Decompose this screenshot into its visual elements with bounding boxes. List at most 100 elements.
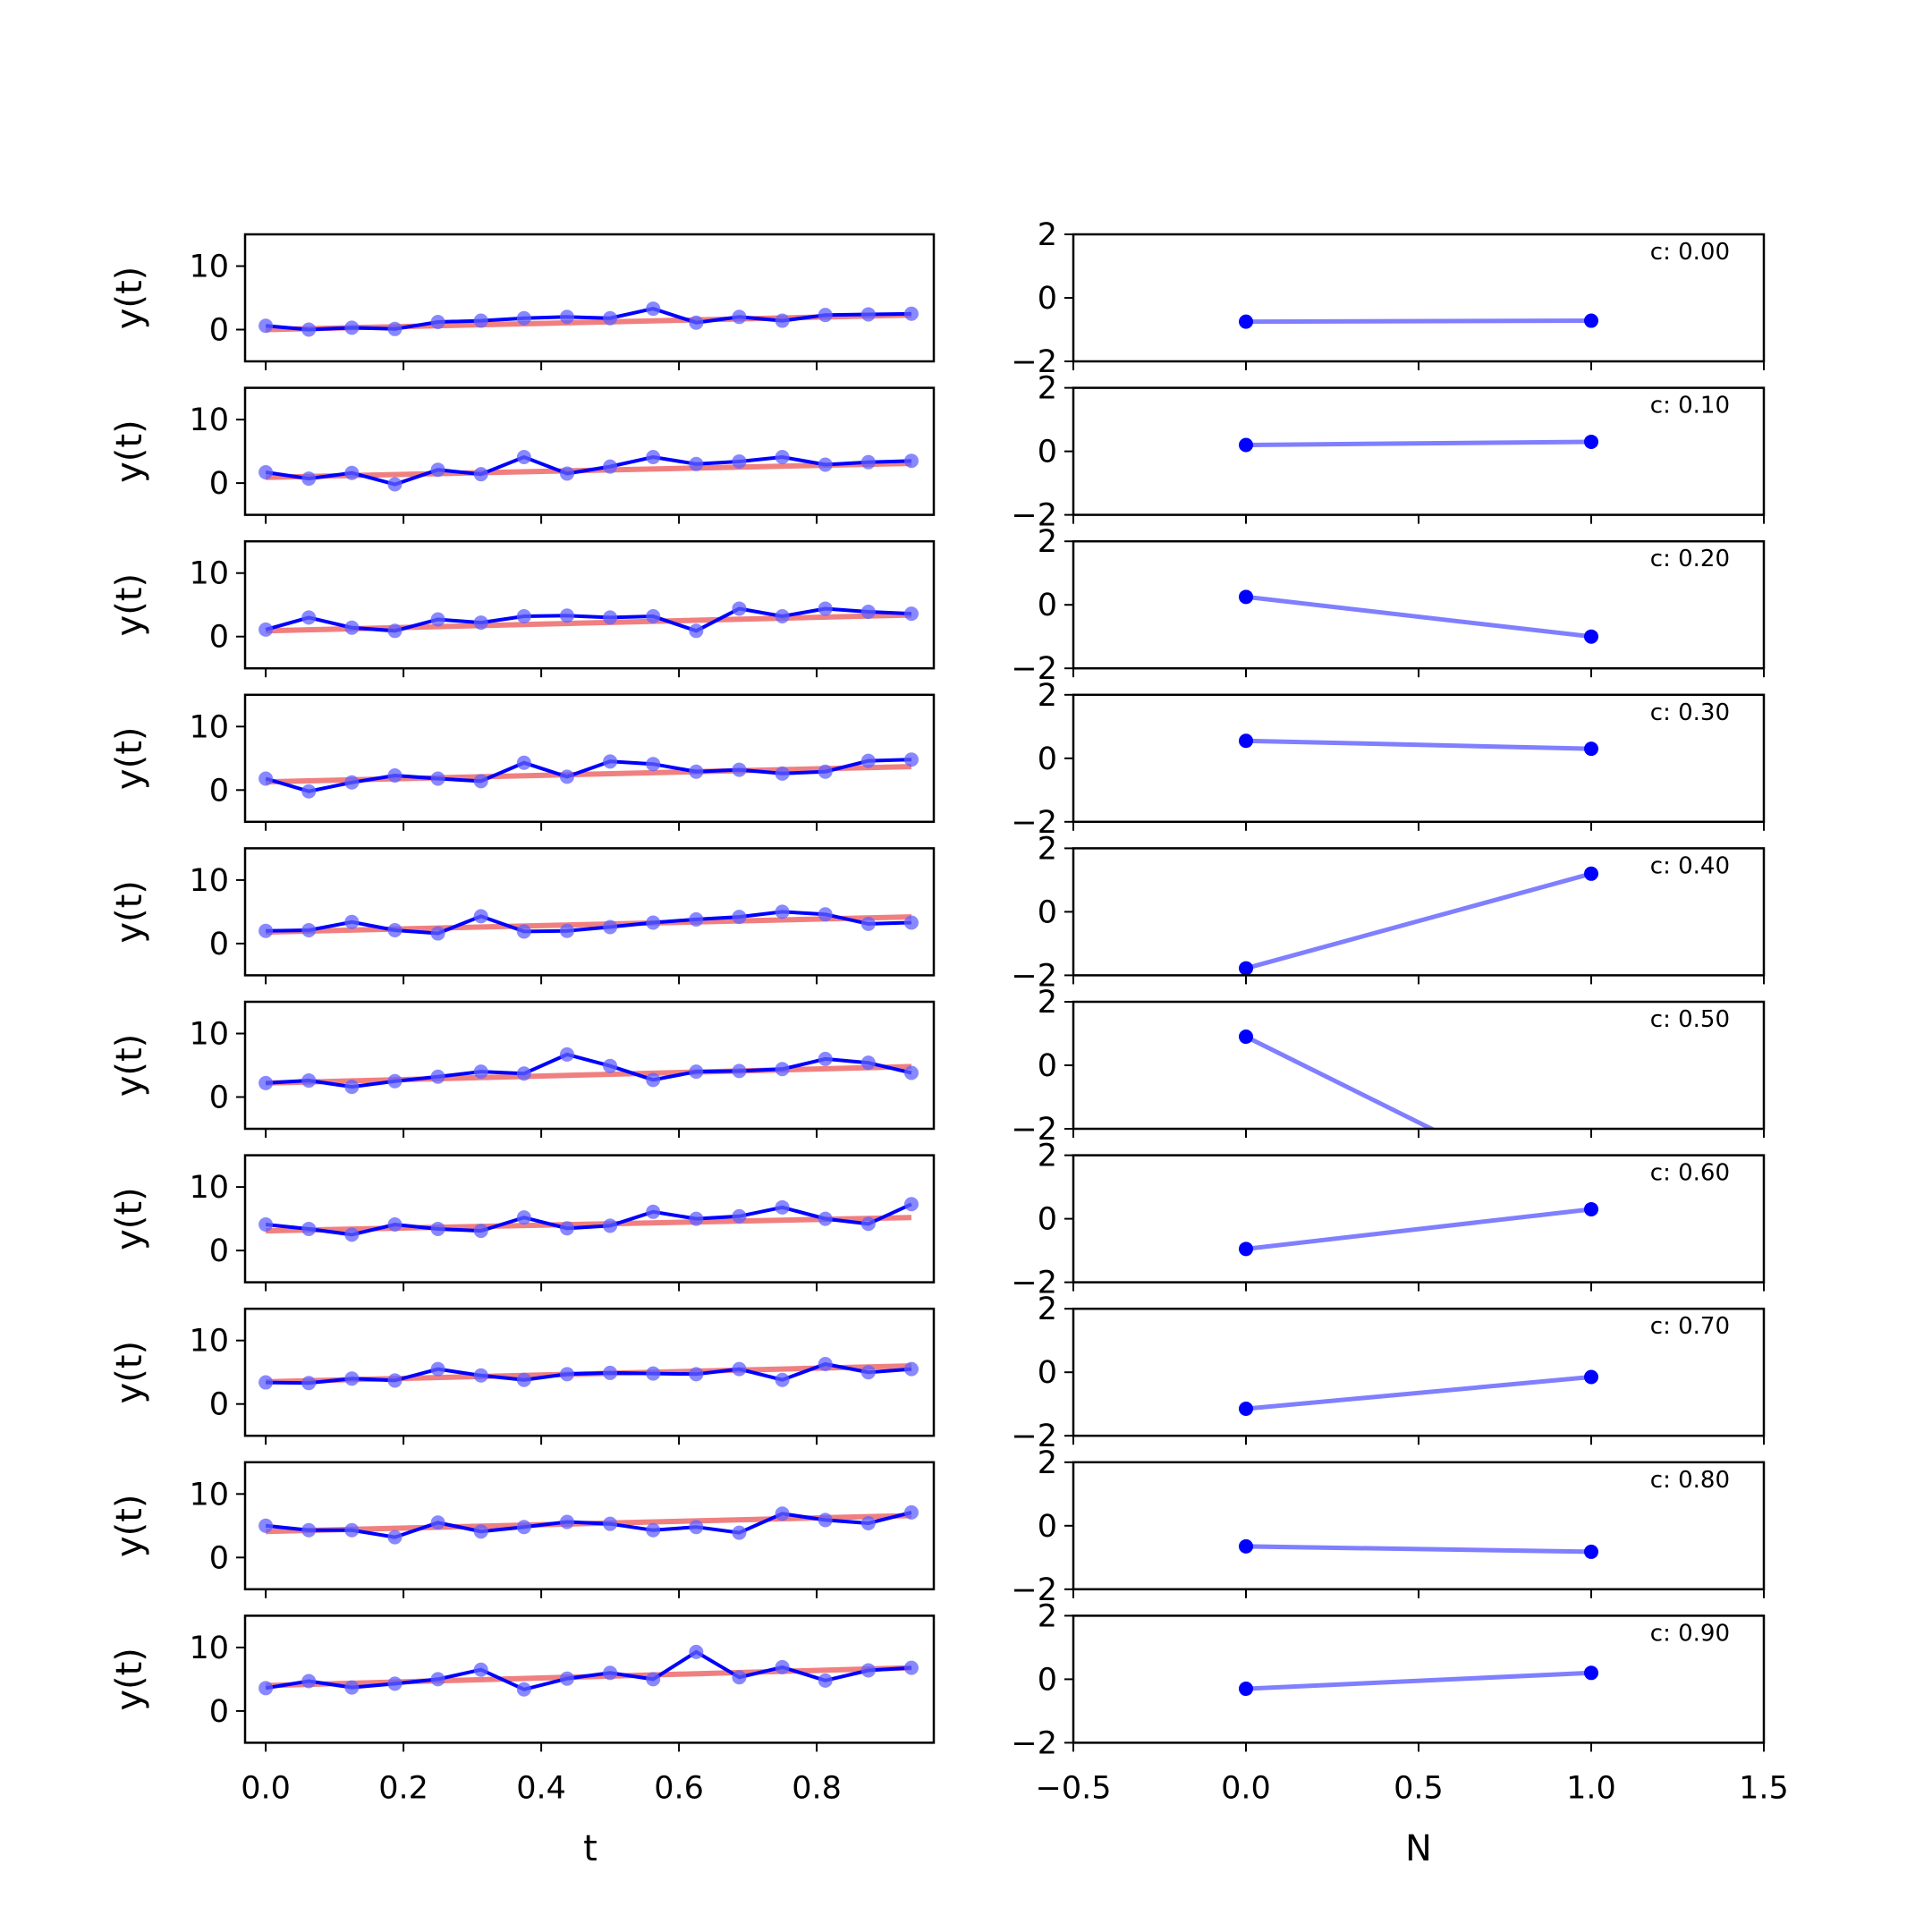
observed-point (903, 1065, 919, 1080)
observed-point (646, 1522, 661, 1538)
observed-point (473, 313, 488, 328)
observed-line (265, 1052, 912, 1089)
y-tick-label: 0 (1038, 1355, 1057, 1391)
y-tick-label: −2 (1011, 958, 1057, 994)
fit-line (266, 1063, 912, 1086)
observed-point (860, 1365, 876, 1380)
observed-point (301, 1522, 317, 1538)
series-line (1245, 871, 1592, 971)
observed-point (775, 904, 790, 919)
observed-point (430, 314, 445, 329)
y-tick-label: −2 (1011, 498, 1057, 534)
y-tick-label: 0 (1038, 1202, 1057, 1238)
observed-point (559, 309, 574, 325)
observed-point (301, 610, 317, 625)
observed-point (387, 1373, 402, 1388)
observed-point (732, 1361, 747, 1377)
observed-point (301, 1376, 317, 1391)
plot-area (1239, 1665, 1598, 1697)
series-point (1584, 1201, 1598, 1216)
y-tick-label: 0 (209, 1080, 229, 1116)
observed-point (559, 1046, 574, 1062)
observed-point (775, 766, 790, 781)
y-axis-label: y(t) (109, 1648, 150, 1711)
y-tick-label: 10 (189, 556, 229, 592)
observed-point (732, 453, 747, 469)
annotation-label: c: 0.00 (1650, 239, 1730, 266)
observed-point (689, 911, 704, 927)
series-point (1584, 313, 1598, 328)
y-tick-label: −2 (1011, 805, 1057, 841)
y-tick-label: 0 (209, 1233, 229, 1269)
y-tick-label: 0 (1038, 1048, 1057, 1084)
observed-point (860, 753, 876, 768)
series-line (1245, 1207, 1592, 1251)
observed-point (689, 315, 704, 330)
observed-point (559, 1367, 574, 1382)
right-subplot: 2 0 −2 c: 0.90 (1011, 1598, 1766, 1761)
y-tick-label: 0 (1038, 588, 1057, 623)
observed-point (516, 1372, 531, 1387)
y-tick-label: 2 (1038, 985, 1057, 1021)
observed-point (903, 915, 919, 930)
y-tick-label: 0 (209, 1387, 229, 1423)
observed-point (387, 623, 402, 639)
observed-point (473, 467, 488, 482)
right-subplot: 2 0 −2 c: 0.70 (1011, 1292, 1766, 1454)
axes-frame (243, 1614, 936, 1744)
left-subplot: 10 0 y(t) (109, 693, 936, 831)
right-subplot: 2 0 −2 c: 0.50 (1011, 985, 1766, 1148)
observed-point (516, 1682, 531, 1697)
observed-point (775, 313, 790, 328)
observed-point (430, 612, 445, 627)
observed-point (646, 1672, 661, 1687)
plot-area (1239, 1369, 1598, 1417)
x-tick-label: 0.6 (654, 1770, 704, 1806)
left-x-axis-label: t (583, 1828, 597, 1869)
y-tick-label: −2 (1011, 1725, 1057, 1761)
observed-point (860, 307, 876, 322)
y-tick-label: 0 (209, 773, 229, 809)
observed-point (603, 1665, 618, 1681)
plot-area (258, 1644, 919, 1697)
observed-point (818, 907, 833, 922)
observed-point (818, 764, 833, 779)
plot-area (258, 601, 919, 639)
observed-point (559, 608, 574, 623)
series-point (1239, 314, 1253, 329)
left-subplot: 10 0 y(t) (109, 1000, 936, 1138)
observed-point (646, 1072, 661, 1088)
observed-point (818, 1673, 833, 1688)
y-axis-label: y(t) (109, 1341, 150, 1404)
observed-line (266, 910, 912, 936)
y-tick-label: 10 (189, 1324, 229, 1360)
left-subplot: 10 0 y(t) (109, 1461, 936, 1598)
y-tick-label: 10 (189, 402, 229, 438)
series-line (1245, 738, 1592, 751)
observed-point (387, 922, 402, 937)
observed-point (818, 1211, 833, 1226)
y-tick-label: 0 (1038, 741, 1057, 777)
y-axis-label: y(t) (109, 1034, 150, 1097)
left-subplot: 10 0 y(t) (109, 1154, 936, 1292)
observed-point (603, 1218, 618, 1233)
observed-point (603, 310, 618, 326)
observed-point (689, 764, 704, 779)
y-axis-label: y(t) (109, 1495, 150, 1558)
plot-area (1239, 866, 1598, 976)
observed-point (603, 610, 618, 625)
observed-point (689, 1211, 704, 1226)
series-point (1239, 1682, 1253, 1697)
series-point (1239, 1538, 1253, 1554)
x-tick-label: 0.0 (241, 1770, 291, 1806)
observed-point (860, 1055, 876, 1071)
observed-point (860, 916, 876, 931)
observed-point (646, 1204, 661, 1219)
observed-point (344, 914, 360, 929)
y-tick-label: 10 (189, 1477, 229, 1513)
observed-point (689, 1367, 704, 1382)
y-tick-label: 0 (1038, 435, 1057, 470)
plot-area (1239, 313, 1598, 329)
observed-point (430, 1515, 445, 1530)
left-subplot: 10 0 y(t) (109, 386, 936, 524)
